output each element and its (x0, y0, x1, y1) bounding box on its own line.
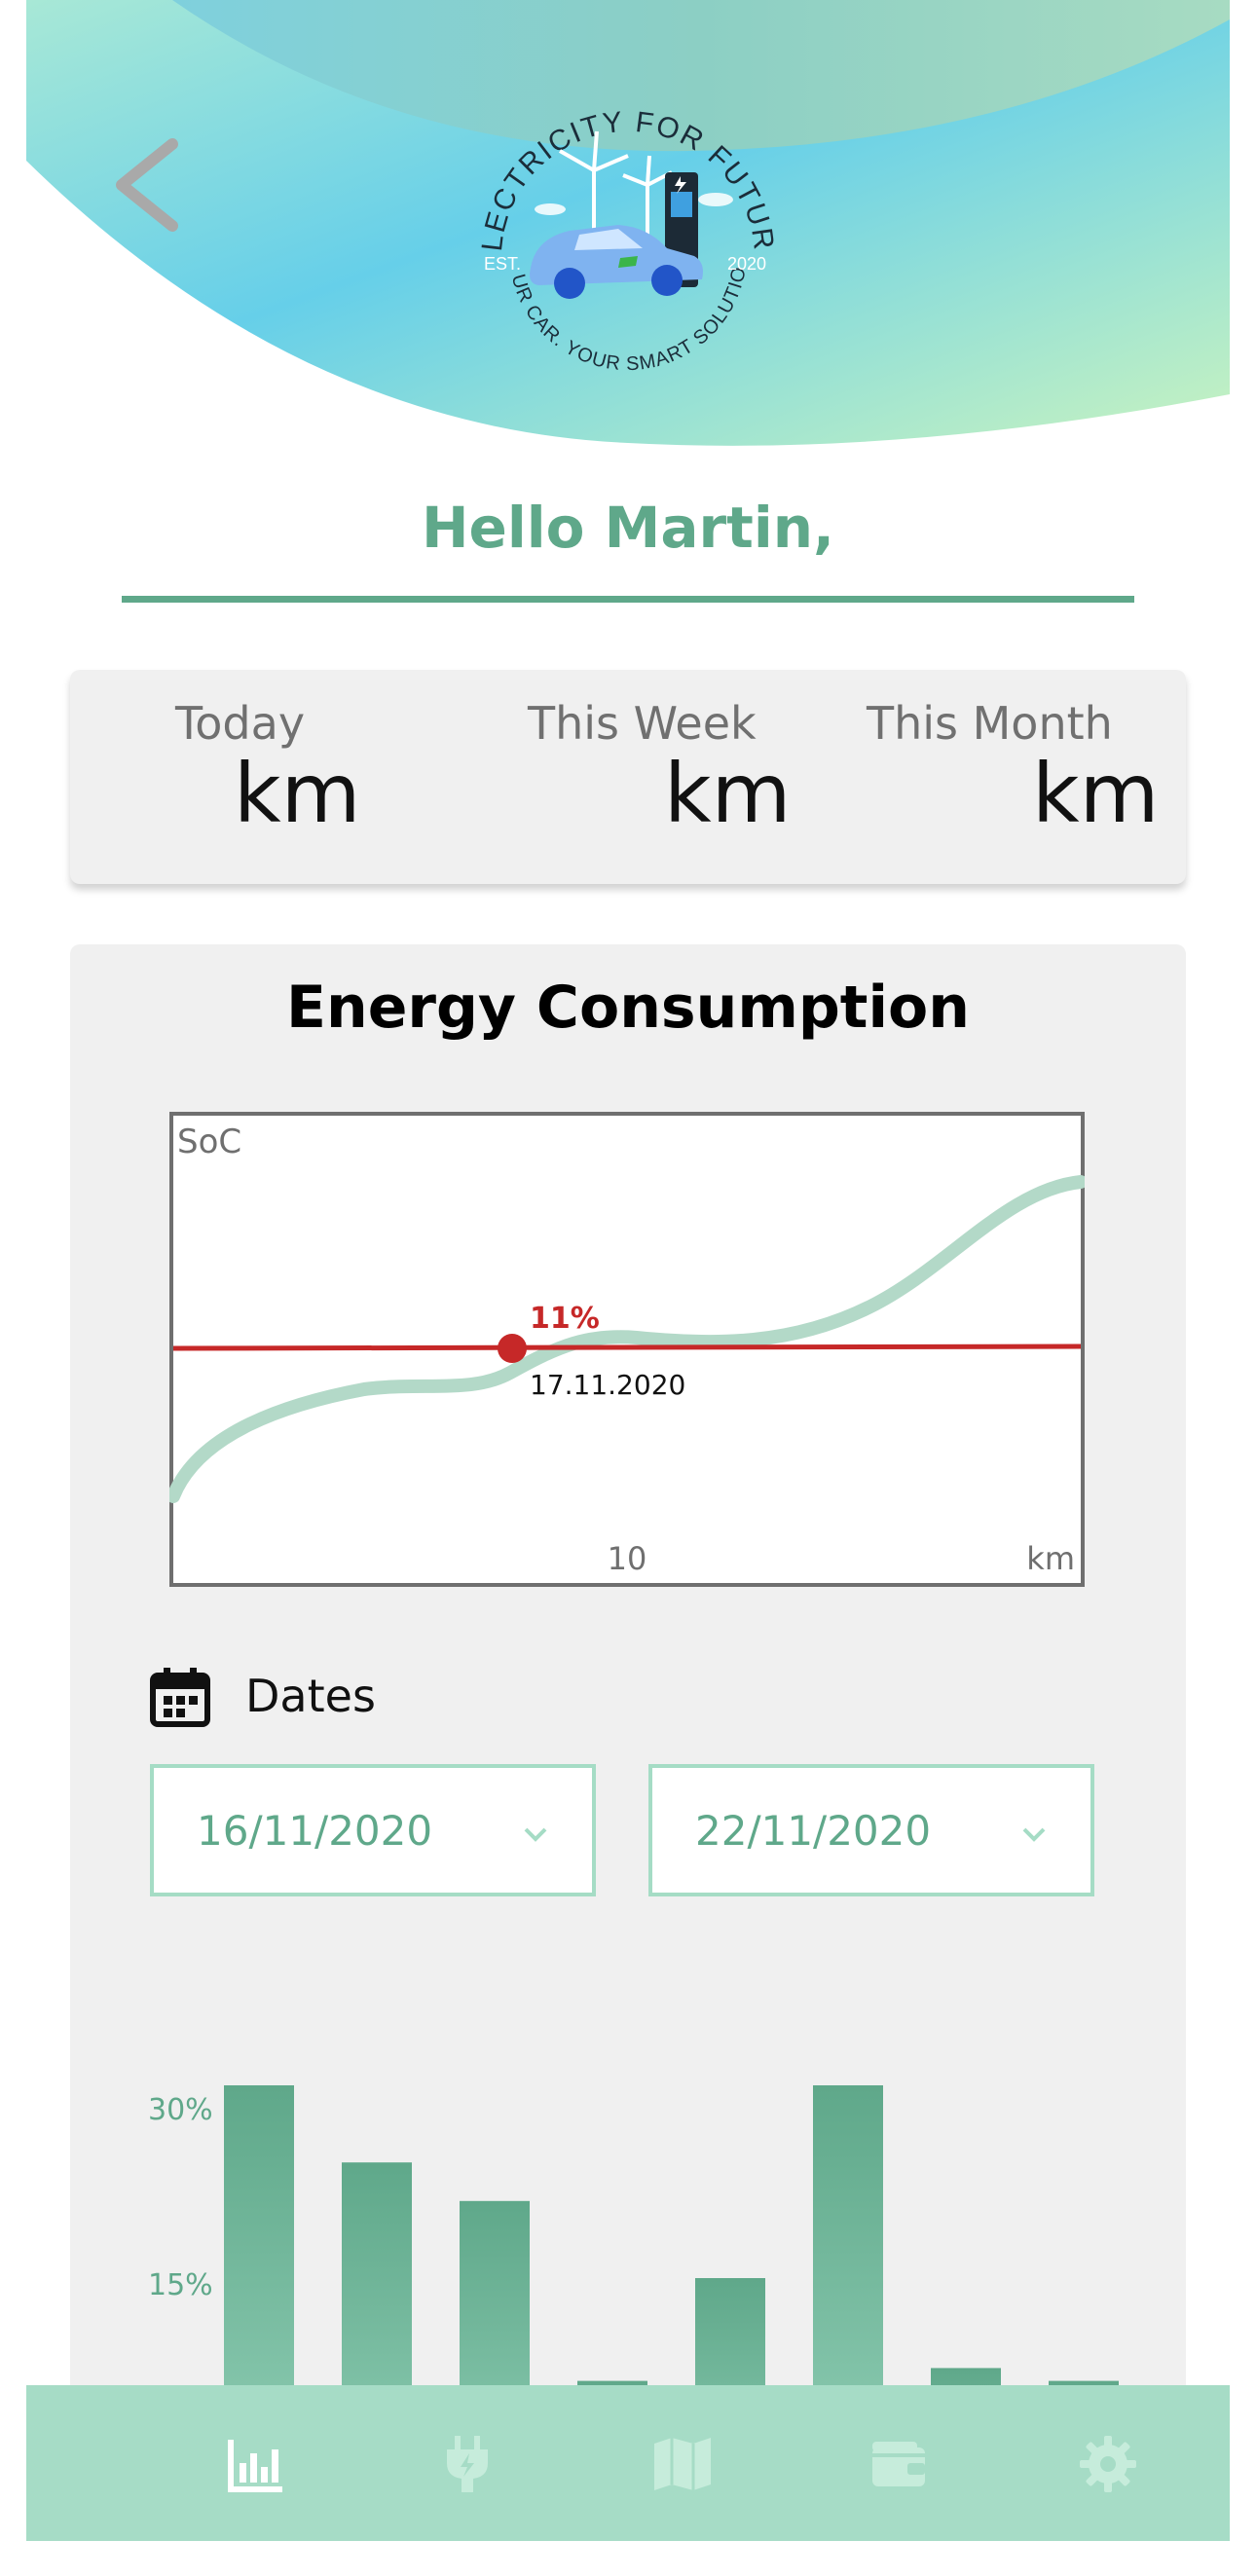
logo-right-text: 2020 (727, 254, 766, 274)
distance-stats-card: Today km This Week km This Month km (70, 670, 1186, 884)
soc-curve (169, 1175, 1085, 1503)
soc-line-chart: 11% 17.11.2020 SoC 10 km (169, 1112, 1085, 1587)
stat-value: km (1032, 746, 1160, 841)
end-date-dropdown[interactable]: 22/11/2020 (648, 1764, 1094, 1896)
nav-stats[interactable] (146, 2385, 360, 2541)
threshold-date-label: 17.11.2020 (530, 1369, 685, 1401)
y-tick-label: 30% (148, 2093, 213, 2127)
logo: ELECTRICITY FOR FUTURE YOUR CAR. YOUR SM… (462, 77, 784, 414)
stat-this-month: This Month km (867, 697, 1217, 841)
stat-label: This Month (867, 697, 1113, 750)
start-date-dropdown[interactable]: 16/11/2020 (150, 1764, 596, 1896)
nav-settings[interactable] (1000, 2385, 1214, 2541)
dates-label: Dates (245, 1670, 376, 1722)
start-date-value: 16/11/2020 (197, 1807, 433, 1855)
stat-value: km (664, 746, 792, 841)
wallet-icon (872, 2442, 925, 2486)
stat-value: km (234, 746, 361, 841)
back-button[interactable] (94, 127, 211, 243)
app-frame: ELECTRICITY FOR FUTURE YOUR CAR. YOUR SM… (26, 0, 1230, 2541)
header-wave (26, 0, 1230, 446)
plug-icon (447, 2436, 488, 2492)
chevron-down-icon (1022, 1827, 1046, 1842)
card-title: Energy Consumption (286, 974, 970, 1042)
greeting-underline (122, 596, 1134, 603)
energy-consumption-card: Energy Consumption 11% 17.11.2020 SoC 10… (70, 944, 1186, 2541)
threshold-line (172, 1343, 1082, 1351)
gear-icon (1080, 2436, 1136, 2492)
threshold-point[interactable] (498, 1334, 527, 1363)
end-date-value: 22/11/2020 (695, 1807, 932, 1855)
stat-label: Today (175, 697, 306, 750)
stat-today: Today km (175, 697, 526, 841)
logo-left-text: EST. (484, 254, 521, 274)
header: ELECTRICITY FOR FUTURE YOUR CAR. YOUR SM… (26, 0, 1230, 458)
threshold-value-label: 11% (530, 1302, 600, 1336)
y-tick-label: 15% (148, 2268, 213, 2302)
chevron-left-icon (116, 138, 178, 232)
stat-this-week: This Week km (528, 697, 878, 841)
nav-wallet[interactable] (791, 2385, 1005, 2541)
bottom-nav (26, 2385, 1230, 2541)
x-tick-label: 10 (608, 1540, 647, 1577)
car-icon (530, 225, 703, 299)
chevron-down-icon (524, 1827, 547, 1842)
map-icon (654, 2438, 711, 2490)
bar-chart-icon (228, 2440, 282, 2492)
x-axis-label: km (1026, 1540, 1075, 1577)
greeting: Hello Martin, (421, 495, 835, 561)
calendar-icon (150, 1668, 210, 1727)
nav-charging[interactable] (359, 2385, 573, 2541)
y-axis-label: SoC (177, 1122, 241, 1161)
stat-label: This Week (528, 697, 757, 750)
nav-map[interactable] (574, 2385, 789, 2541)
